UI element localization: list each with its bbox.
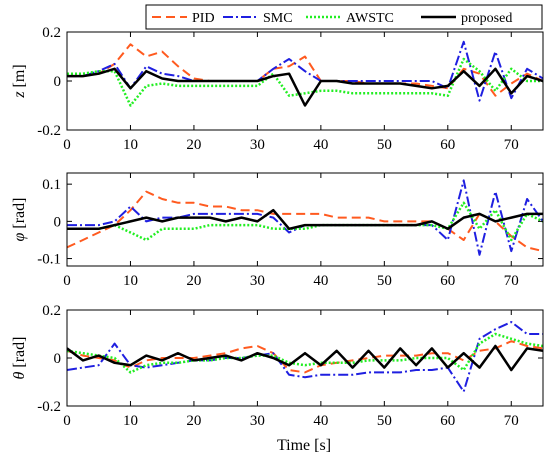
x-tick-label-z: 50 xyxy=(377,137,392,153)
series-line-awstc-theta xyxy=(67,332,543,374)
x-tick-label-z: 40 xyxy=(313,137,328,153)
x-tick-label-phi: 70 xyxy=(504,273,519,289)
x-tick-label-theta: 0 xyxy=(63,413,71,429)
x-tick-label-theta: 30 xyxy=(250,413,265,429)
y-tick-label-theta: 0.2 xyxy=(42,303,61,319)
x-tick-label-phi: 20 xyxy=(186,273,201,289)
series-line-smc-z xyxy=(67,40,543,102)
y-axis-label-phi: φ [rad] xyxy=(11,198,28,242)
y-tick-label-z: 0 xyxy=(54,74,62,90)
x-tick-label-theta: 20 xyxy=(186,413,201,429)
axes-frame-phi xyxy=(66,172,544,267)
y-tick-label-z: -0.2 xyxy=(37,123,61,139)
y-axis-symbol-z: z xyxy=(11,91,28,99)
x-tick-label-phi: 10 xyxy=(123,273,138,289)
series-line-awstc-z xyxy=(67,57,543,107)
legend-label-awstc: AWSTC xyxy=(346,11,394,26)
x-tick-label-z: 0 xyxy=(63,137,71,153)
x-axis-label: Time [s] xyxy=(277,437,331,454)
series-line-pid-theta xyxy=(67,340,543,374)
x-tick-label-theta: 10 xyxy=(123,413,138,429)
legend-label-pid: PID xyxy=(192,11,215,26)
y-tick-label-theta: 0 xyxy=(54,351,62,367)
series-line-proposed-phi xyxy=(67,208,543,231)
y-axis-symbol-theta: θ xyxy=(11,371,28,379)
y-axis-label-theta: θ [rad] xyxy=(11,337,28,380)
x-tick-label-theta: 60 xyxy=(440,413,455,429)
x-tick-label-phi: 50 xyxy=(377,273,392,289)
series-line-proposed-theta xyxy=(67,344,543,372)
panel-z: 0 10 20 30 40 50 60 70-0.200.2z [m] xyxy=(11,25,544,153)
series-line-proposed-z xyxy=(67,67,543,107)
legend-box xyxy=(145,4,543,30)
panels-group: 0 10 20 30 40 50 60 70-0.200.2z [m]0 10 20 30 40 50 6… xyxy=(11,25,544,429)
series-line-pid-z xyxy=(67,43,543,97)
legend-label-smc: SMC xyxy=(263,11,293,26)
x-tick-label-phi: 60 xyxy=(440,273,455,289)
series-lines-theta xyxy=(67,321,543,393)
x-tick-label-phi: 30 xyxy=(250,273,265,289)
series-line-smc-theta xyxy=(67,321,543,393)
series-line-awstc-phi xyxy=(67,201,543,242)
y-axis-unit-phi: [rad] xyxy=(11,198,28,233)
x-tick-label-z: 70 xyxy=(504,137,519,153)
x-tick-label-phi: 0 xyxy=(63,273,71,289)
x-tick-label-theta: 40 xyxy=(313,413,328,429)
x-tick-label-z: 10 xyxy=(123,137,138,153)
x-tick-label-z: 60 xyxy=(440,137,455,153)
y-tick-label-phi: 0.1 xyxy=(42,177,61,193)
y-tick-label-phi: -0.1 xyxy=(37,252,61,268)
series-lines-z xyxy=(67,40,543,107)
series-lines-phi xyxy=(67,179,543,256)
panel-theta: 0 10 20 30 40 50 60 70-0.200.2θ [rad] xyxy=(11,303,544,429)
y-tick-label-phi: 0 xyxy=(54,214,62,230)
y-tick-label-theta: -0.2 xyxy=(37,399,61,415)
legend: PID SMC AWSTC proposed xyxy=(145,4,543,30)
x-tick-label-phi: 40 xyxy=(313,273,328,289)
legend-label-proposed: proposed xyxy=(461,11,512,26)
y-axis-label-z: z [m] xyxy=(11,64,28,98)
y-tick-label-z: 0.2 xyxy=(42,25,61,41)
x-tick-label-theta: 70 xyxy=(504,413,519,429)
y-axis-unit-z: [m] xyxy=(11,64,28,91)
x-tick-label-z: 30 xyxy=(250,137,265,153)
x-tick-label-theta: 50 xyxy=(377,413,392,429)
panel-phi: 0 10 20 30 40 50 60 70-0.100.1φ [rad] xyxy=(11,172,544,289)
series-line-pid-phi xyxy=(67,190,543,253)
y-axis-unit-theta: [rad] xyxy=(11,337,28,372)
x-tick-label-z: 20 xyxy=(186,137,201,153)
y-axis-symbol-phi: φ xyxy=(11,232,28,241)
